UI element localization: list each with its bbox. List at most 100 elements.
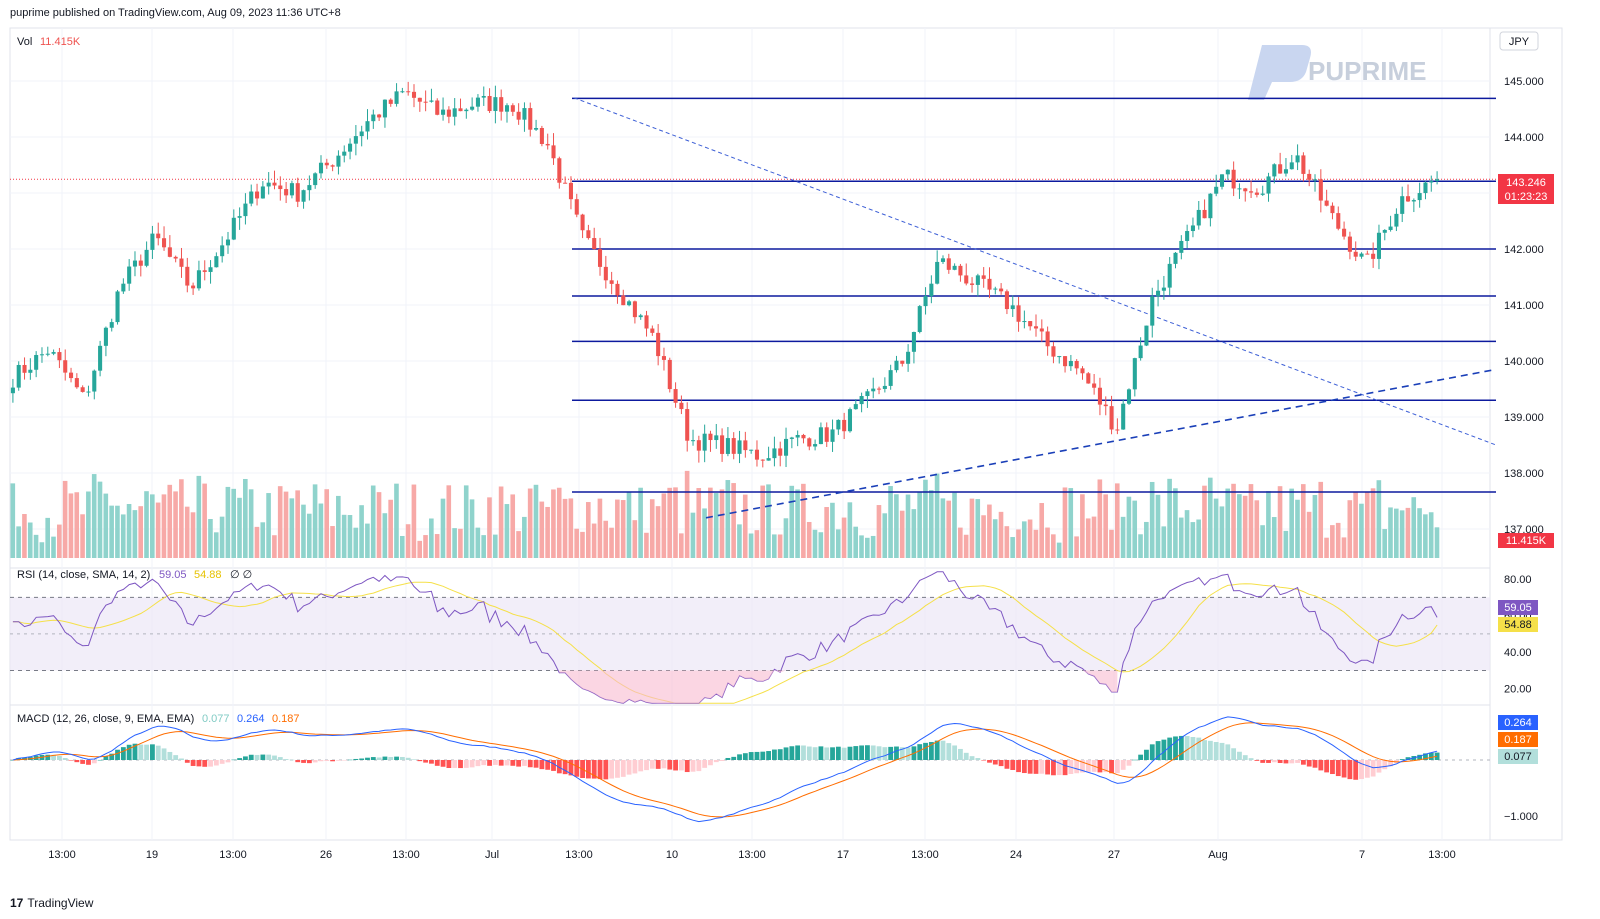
- candle-body: [702, 433, 707, 451]
- macd-histogram-bar: [835, 746, 841, 760]
- macd-histogram-bar: [615, 760, 620, 778]
- macd-histogram-bar: [806, 746, 812, 760]
- volume-bar: [388, 499, 393, 558]
- macd-histogram-bar: [1062, 760, 1068, 776]
- volume-bar: [754, 530, 760, 558]
- hist-badge-value: 0.077: [1504, 751, 1532, 763]
- currency-button[interactable]: JPY: [1499, 31, 1539, 51]
- macd-badge-value: 0.264: [1504, 717, 1532, 729]
- candle-body: [504, 105, 510, 112]
- candle-body: [34, 355, 39, 370]
- publisher-header: puprime published on TradingView.com, Au…: [10, 7, 341, 19]
- volume-bar: [824, 507, 829, 558]
- candle-body: [278, 185, 283, 190]
- candle-body: [458, 108, 463, 112]
- volume-bar: [161, 494, 167, 558]
- candle-body: [1167, 263, 1172, 288]
- candle-body: [255, 191, 260, 199]
- macd-histogram-bar: [237, 758, 243, 760]
- candle-body: [906, 351, 911, 364]
- candle-body: [528, 108, 533, 130]
- volume-bar: [603, 520, 609, 558]
- candle-body: [1260, 193, 1265, 195]
- candle-body: [534, 128, 539, 130]
- time-tick-label: Aug: [1208, 849, 1228, 861]
- candle-body: [1161, 287, 1166, 291]
- volume-bar: [487, 497, 492, 558]
- volume-bar: [1411, 497, 1417, 558]
- volume-bar: [510, 494, 516, 558]
- candle-body: [336, 155, 341, 167]
- macd-histogram-bar: [1388, 760, 1393, 767]
- volume-bar: [958, 527, 963, 558]
- candle-body: [1417, 193, 1422, 201]
- candle-body: [737, 440, 742, 454]
- volume-bar: [1370, 488, 1376, 558]
- candle-body: [69, 372, 74, 379]
- candle-body: [411, 91, 417, 98]
- candle-body: [586, 230, 591, 239]
- volume-bar: [952, 492, 957, 558]
- macd-histogram-bar: [1114, 760, 1120, 774]
- candle-body: [470, 106, 475, 110]
- macd-histogram-bar: [306, 760, 312, 764]
- candle-body: [127, 266, 132, 284]
- macd-histogram-bar: [545, 760, 551, 770]
- macd-histogram-bar: [376, 757, 382, 760]
- volume-bar: [1376, 480, 1382, 558]
- candle-body: [16, 364, 21, 388]
- time-tick-label: 27: [1108, 849, 1120, 861]
- macd-histogram-bar: [97, 759, 103, 761]
- macd-histogram-bar: [225, 760, 231, 763]
- volume-bar: [115, 505, 120, 558]
- volume-bar: [33, 534, 39, 558]
- volume-bar: [458, 528, 463, 558]
- volume-bar: [208, 519, 213, 558]
- candle-body: [1039, 328, 1044, 332]
- macd-histogram-bar: [504, 760, 510, 766]
- candle-body: [92, 370, 97, 392]
- volume-bar: [1213, 498, 1219, 558]
- volume-bar: [1109, 529, 1114, 558]
- macd-histogram-bar: [399, 756, 405, 760]
- macd-histogram-bar: [353, 758, 359, 760]
- volume-bar: [138, 506, 143, 558]
- candle-body: [179, 258, 184, 267]
- macd-histogram-bar: [661, 760, 667, 769]
- currency-label: JPY: [1509, 36, 1530, 48]
- macd-histogram-bar: [1248, 758, 1254, 760]
- rsi-sma-line: [12, 581, 1438, 704]
- candle-body: [900, 360, 905, 364]
- macd-histogram-bar: [45, 754, 51, 760]
- macd-histogram-bar: [144, 744, 150, 760]
- candle-body: [103, 327, 108, 346]
- volume-bar: [80, 514, 85, 558]
- macd-histogram-bar: [760, 751, 766, 760]
- volume-bar: [16, 526, 21, 558]
- volume-bar: [1004, 526, 1010, 558]
- volume-bar: [923, 479, 928, 558]
- candle-body: [1336, 213, 1341, 229]
- candle-body: [836, 419, 841, 430]
- candle-body: [202, 270, 207, 272]
- volume-bar: [516, 531, 521, 558]
- macd-legend-title: MACD (12, 26, close, 9, EMA, EMA): [17, 713, 194, 725]
- volume-bar: [1353, 491, 1358, 558]
- volume-bar: [254, 526, 260, 558]
- price-tick-label: 139.000: [1504, 412, 1544, 424]
- volume-bar: [725, 480, 731, 558]
- volume-bar: [591, 523, 597, 558]
- macd-legend-signal: 0.187: [272, 713, 300, 725]
- volume-bar: [574, 528, 579, 558]
- candle-body: [778, 448, 783, 456]
- macd-histogram-bar: [62, 758, 68, 760]
- macd-histogram-bar: [789, 746, 795, 760]
- candle-body: [789, 437, 794, 439]
- macd-histogram-bar: [859, 745, 865, 760]
- candle-body: [1219, 174, 1225, 187]
- volume-bar: [638, 487, 643, 558]
- horizontal-levels: [572, 97, 1496, 493]
- macd-histogram-bar: [737, 754, 742, 760]
- macd-histogram-bar: [492, 760, 498, 765]
- volume-bar: [655, 506, 661, 558]
